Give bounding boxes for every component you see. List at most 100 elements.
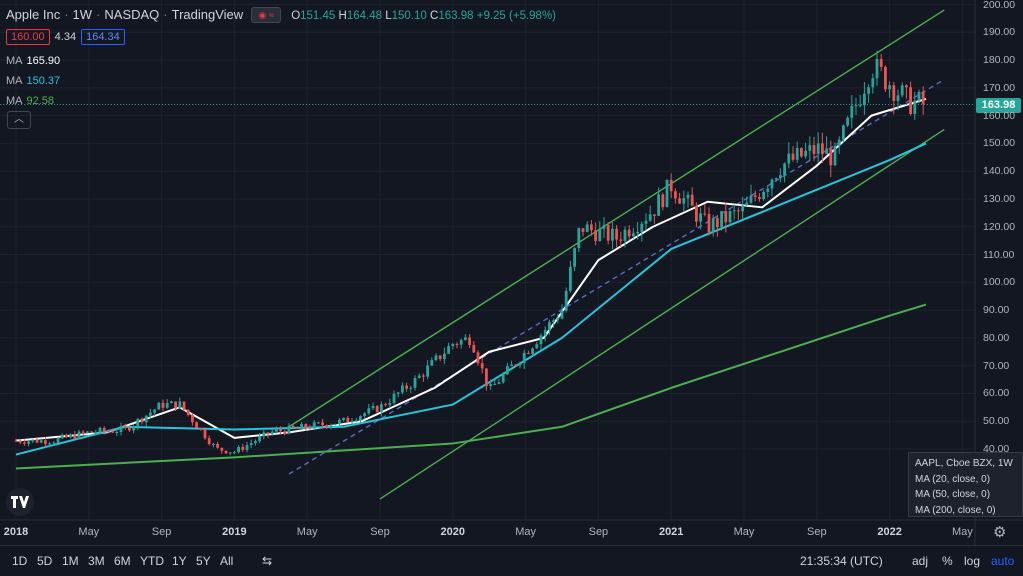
ma50-line bbox=[15, 142, 927, 456]
candle-body bbox=[459, 339, 463, 345]
candle-body bbox=[594, 230, 597, 241]
y-tick-label: 140.00 bbox=[983, 165, 1016, 178]
collapse-legend-icon[interactable]: ︿ bbox=[7, 111, 31, 129]
candle-body bbox=[800, 148, 803, 157]
candle-body bbox=[451, 343, 455, 347]
auto-toggle[interactable]: auto bbox=[991, 554, 1015, 568]
candle-body bbox=[518, 363, 522, 366]
range-3m[interactable]: 3M bbox=[88, 554, 105, 568]
candle-body bbox=[275, 429, 278, 432]
candle-body bbox=[90, 431, 93, 433]
channel-mid-dashed-line bbox=[288, 78, 945, 475]
candle-body bbox=[560, 310, 564, 319]
candle-body bbox=[825, 148, 828, 155]
y-tick-label: 180.00 bbox=[983, 54, 1016, 67]
candle-body bbox=[422, 375, 425, 377]
range-6m[interactable]: 6M bbox=[114, 554, 131, 568]
tradingview-logo-icon[interactable] bbox=[6, 488, 34, 516]
candle-body bbox=[291, 425, 295, 428]
candle-body bbox=[249, 443, 253, 446]
percent-toggle[interactable]: % bbox=[942, 554, 953, 568]
interval-label[interactable]: 1W bbox=[72, 7, 93, 22]
ma200-legend[interactable]: MA 92.58 bbox=[6, 95, 55, 107]
x-tick-label: 2019 bbox=[222, 526, 247, 538]
range-1m[interactable]: 1M bbox=[62, 554, 79, 568]
candle-body bbox=[417, 375, 421, 378]
candle-body bbox=[850, 105, 854, 118]
candle-body bbox=[375, 405, 379, 413]
x-tick-label: May bbox=[296, 526, 318, 538]
y-tick-label: 120.00 bbox=[983, 220, 1016, 233]
candle-body bbox=[342, 417, 345, 420]
candle-body bbox=[917, 91, 921, 101]
candle-body bbox=[388, 403, 392, 406]
candle-body bbox=[136, 418, 140, 427]
candle-body bbox=[367, 408, 371, 414]
candle-body bbox=[514, 364, 518, 366]
visibility-toggle-icon[interactable]: ◉ ≈ bbox=[251, 6, 282, 23]
settings-gear-icon[interactable]: ⚙ bbox=[993, 524, 1007, 541]
candle-body bbox=[182, 401, 186, 410]
candle-body bbox=[128, 427, 131, 431]
candle-body bbox=[476, 352, 480, 364]
candle-body bbox=[905, 85, 908, 88]
x-tick-label: Sep bbox=[151, 526, 172, 538]
ma20-legend[interactable]: MA 165.90 bbox=[6, 55, 61, 67]
candle-body bbox=[191, 414, 194, 423]
adj-toggle[interactable]: adj bbox=[912, 554, 929, 568]
candle-body bbox=[216, 443, 219, 448]
candle-body bbox=[682, 198, 686, 204]
clock-timezone[interactable]: 21:35:34 (UTC) bbox=[800, 554, 883, 568]
candle-body bbox=[186, 409, 190, 415]
candle-body bbox=[707, 214, 711, 233]
x-tick-label: May bbox=[952, 526, 973, 538]
sell-button[interactable]: 160.00 bbox=[6, 29, 50, 45]
candle-body bbox=[287, 425, 291, 434]
candle-body bbox=[875, 58, 879, 79]
info-line-symbol: AAPL, Cboe BZX, 1W bbox=[915, 458, 1013, 469]
log-toggle[interactable]: log bbox=[964, 554, 981, 568]
symbol-title[interactable]: Apple Inc bbox=[6, 7, 61, 22]
y-tick-label: 170.00 bbox=[983, 81, 1016, 94]
candle-body bbox=[816, 143, 820, 154]
candle-body bbox=[846, 117, 849, 126]
range-1y[interactable]: 1Y bbox=[172, 554, 187, 568]
candle-body bbox=[489, 384, 492, 387]
candle-body bbox=[157, 402, 161, 410]
range-5y[interactable]: 5Y bbox=[196, 554, 211, 568]
candle-body bbox=[661, 194, 665, 208]
candle-body bbox=[245, 445, 249, 450]
candle-body bbox=[573, 248, 576, 267]
candle-body bbox=[165, 403, 169, 408]
ma50-legend[interactable]: MA 150.37 bbox=[6, 75, 61, 87]
candle-body bbox=[434, 355, 438, 360]
candle-body bbox=[888, 85, 891, 90]
candle-body bbox=[296, 427, 299, 429]
range-all[interactable]: All bbox=[220, 554, 234, 568]
range-ytd[interactable]: YTD bbox=[140, 554, 164, 568]
buy-button[interactable]: 164.34 bbox=[81, 29, 125, 45]
candle-body bbox=[665, 179, 669, 208]
y-tick-label: 190.00 bbox=[983, 26, 1016, 39]
spread-value: 4.34 bbox=[54, 31, 77, 43]
candle-body bbox=[787, 153, 791, 164]
candle-body bbox=[405, 385, 408, 389]
ma20-value: 165.90 bbox=[26, 55, 61, 67]
source-label: TradingView bbox=[171, 7, 244, 22]
candle-body bbox=[144, 415, 148, 423]
x-tick-label: 2021 bbox=[658, 526, 684, 538]
ma200-line bbox=[15, 303, 927, 470]
candle-body bbox=[686, 194, 690, 199]
candle-body bbox=[543, 329, 547, 336]
goto-date-icon[interactable]: ⇆ bbox=[262, 554, 273, 568]
candle-body bbox=[493, 383, 497, 385]
trade-row: 160.00 4.34 164.34 bbox=[6, 29, 125, 45]
channel-lower-line bbox=[379, 128, 945, 500]
candle-body bbox=[31, 439, 35, 442]
candle-body bbox=[60, 434, 64, 439]
range-1d[interactable]: 1D bbox=[12, 554, 28, 568]
range-5d[interactable]: 5D bbox=[37, 554, 53, 568]
y-tick-label: 110.00 bbox=[983, 248, 1015, 261]
y-tick-label: 150.00 bbox=[983, 137, 1016, 150]
